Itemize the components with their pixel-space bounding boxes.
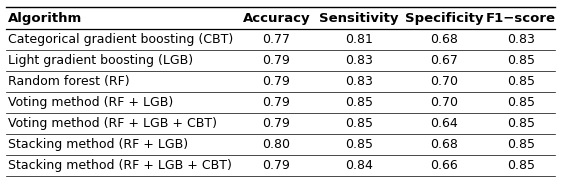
Text: 0.83: 0.83 [507,33,535,46]
Text: 0.68: 0.68 [430,33,458,46]
Text: 0.83: 0.83 [345,54,373,67]
Text: Specificity: Specificity [405,12,484,25]
Text: 0.77: 0.77 [263,33,291,46]
Text: 0.79: 0.79 [263,159,290,172]
Text: 0.85: 0.85 [507,117,535,130]
Text: Random forest (RF): Random forest (RF) [8,75,130,88]
Text: 0.84: 0.84 [345,159,373,172]
Text: 0.85: 0.85 [345,96,373,109]
Text: 0.85: 0.85 [507,75,535,88]
Text: Accuracy: Accuracy [242,12,310,25]
Text: 0.68: 0.68 [430,138,458,151]
Text: 0.85: 0.85 [507,54,535,67]
Text: 0.70: 0.70 [430,75,458,88]
Text: Stacking method (RF + LGB): Stacking method (RF + LGB) [8,138,188,151]
Text: 0.85: 0.85 [507,159,535,172]
Text: 0.85: 0.85 [345,117,373,130]
Text: 0.70: 0.70 [430,96,458,109]
Text: 0.79: 0.79 [263,54,290,67]
Text: 0.66: 0.66 [430,159,458,172]
Text: 0.85: 0.85 [507,96,535,109]
Text: 0.79: 0.79 [263,96,290,109]
Text: 0.79: 0.79 [263,117,290,130]
Text: Categorical gradient boosting (CBT): Categorical gradient boosting (CBT) [8,33,234,46]
Text: 0.79: 0.79 [263,75,290,88]
Text: Stacking method (RF + LGB + CBT): Stacking method (RF + LGB + CBT) [8,159,232,172]
Text: Light gradient boosting (LGB): Light gradient boosting (LGB) [8,54,194,67]
Text: Sensitivity: Sensitivity [319,12,399,25]
Text: 0.85: 0.85 [507,138,535,151]
Text: 0.85: 0.85 [345,138,373,151]
Text: Algorithm: Algorithm [8,12,82,25]
Text: Voting method (RF + LGB): Voting method (RF + LGB) [8,96,174,109]
Text: 0.83: 0.83 [345,75,373,88]
Text: Voting method (RF + LGB + CBT): Voting method (RF + LGB + CBT) [8,117,218,130]
Text: F1−score: F1−score [486,12,556,25]
Text: 0.81: 0.81 [345,33,373,46]
Text: 0.80: 0.80 [263,138,291,151]
Text: 0.64: 0.64 [430,117,458,130]
Text: 0.67: 0.67 [430,54,458,67]
